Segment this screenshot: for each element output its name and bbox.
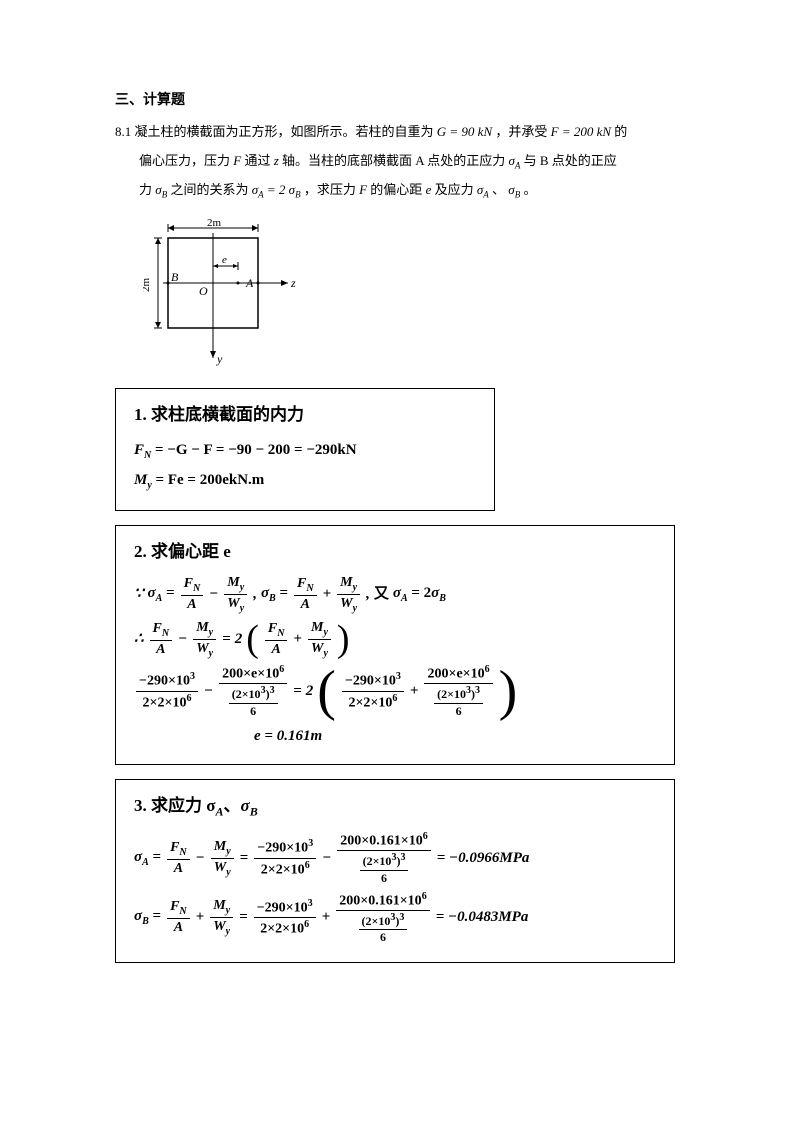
step-2-box: 2. 求偏心距 e ∵ σA = FNA − MyWy , σB = FNA +… (115, 525, 675, 765)
step-3-box: 3. 求应力 σA、σB σA = FNA − MyWy = −290×1032… (115, 779, 675, 963)
point-B: B (171, 270, 179, 284)
cross-section-diagram: 2m 2m z y O e A B (143, 218, 323, 368)
text: 力 (139, 182, 155, 197)
text: ，求压力 (304, 182, 359, 197)
step-3-sigmaB: σB = FNA + MyWy = −290×1032×2×106 + 200×… (134, 891, 656, 944)
problem-number: 8.1 (115, 124, 131, 139)
sub-B: B (162, 190, 168, 200)
expr-G: G = 90 kN (437, 124, 492, 139)
text: 、 (492, 182, 505, 197)
text: 及应力 (435, 182, 477, 197)
text: 偏心压力，压力 (139, 153, 233, 168)
text: 。 (523, 182, 536, 197)
axis-z: z (290, 276, 296, 290)
symbol-e: e (426, 182, 432, 197)
expr-F: F = 200 kN (551, 124, 611, 139)
step-1-eq1: FN = −G − F = −90 − 200 = −290kN (134, 438, 476, 464)
step-2-row3: −290×1032×2×106 − 200×e×106 (2×103)36 = … (134, 664, 656, 717)
step-1-box: 1. 求柱底横截面的内力 FN = −G − F = −90 − 200 = −… (115, 388, 495, 511)
step-3-sigmaA: σA = FNA − MyWy = −290×1032×2×106 − 200×… (134, 831, 656, 884)
sub-A: A (483, 190, 489, 200)
text: 轴。当柱的底部横截面 A 点处的正应力 (282, 153, 508, 168)
point-O: O (199, 284, 208, 298)
text: 与 B 点处的正应 (524, 153, 617, 168)
step-1-eq2: My = Fe = 200ekN.m (134, 468, 476, 494)
step-2-result: e = 0.161m (254, 724, 656, 748)
symbol-z: z (274, 153, 279, 168)
text: ，并承受 (495, 124, 550, 139)
text: 的 (614, 124, 627, 139)
dim-left: 2m (143, 277, 152, 292)
step-3-title: 3. 求应力 σA、σB (134, 792, 656, 822)
step-2-row1: ∵ σA = FNA − MyWy , σB = FNA + MyWy , 又 … (134, 575, 656, 614)
sub-B: B (515, 190, 521, 200)
text: 的偏心距 (370, 182, 425, 197)
symbol-F: F (233, 153, 241, 168)
problem-statement: 8.1 凝土柱的横截面为正方形，如图所示。若柱的自重为 G = 90 kN ，并… (115, 118, 685, 205)
axis-y: y (216, 352, 223, 366)
section-title: 三、计算题 (115, 90, 685, 112)
sub-A: A (515, 161, 521, 171)
point-A: A (245, 276, 254, 290)
e-label: e (222, 254, 227, 266)
text: 凝土柱的横截面为正方形，如图所示。若柱的自重为 (135, 124, 437, 139)
rel-eq: = 2 (267, 182, 286, 197)
step-2-row2: ∴ FNA − MyWy = 2 FNA + MyWy (134, 620, 656, 659)
rel-subB: B (295, 190, 301, 200)
text: 之间的关系为 (170, 182, 251, 197)
step-1-title: 1. 求柱底横截面的内力 (134, 401, 476, 428)
symbol-F: F (359, 182, 367, 197)
text: 通过 (244, 153, 273, 168)
rel-subA: A (258, 190, 264, 200)
step-2-title: 2. 求偏心距 e (134, 538, 656, 565)
dim-top: 2m (207, 218, 222, 229)
